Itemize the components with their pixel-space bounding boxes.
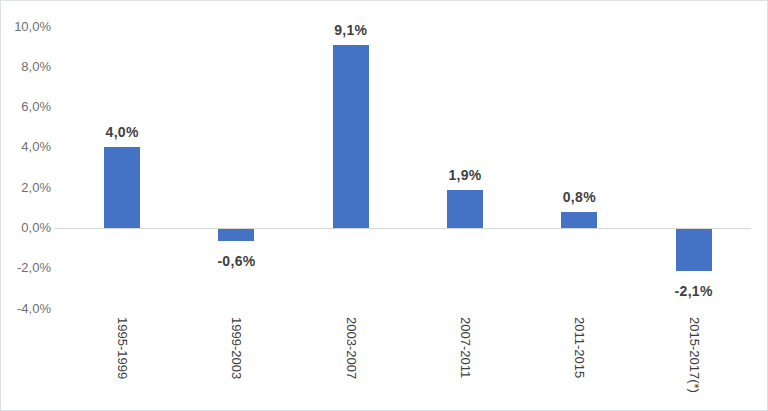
y-axis-tick-label: 4,0% bbox=[9, 138, 51, 156]
data-label: 1,9% bbox=[423, 166, 507, 184]
bar bbox=[218, 229, 254, 241]
bar-chart: 10,0% 8,0% 6,0% 4,0% 2,0% 0,0% -2,0% -4,0% 4,0% 1… bbox=[1, 1, 767, 410]
x-axis-line bbox=[55, 228, 751, 229]
y-axis-tick-label: 2,0% bbox=[9, 179, 51, 197]
x-axis-category-label: 2011-2015 bbox=[570, 317, 588, 378]
y-axis-tick-label: 10,0% bbox=[9, 18, 51, 36]
y-axis-tick-label: -4,0% bbox=[9, 300, 51, 318]
x-axis-category-label: 2003-2007 bbox=[342, 317, 360, 379]
bar bbox=[561, 212, 597, 228]
x-axis-category-label: 1995-1999 bbox=[113, 317, 131, 379]
bar bbox=[676, 229, 712, 271]
bar bbox=[333, 45, 369, 228]
data-label: 0,8% bbox=[537, 188, 621, 206]
x-axis-category-label: 2007-2011 bbox=[456, 317, 474, 378]
y-axis-tick-label: 8,0% bbox=[9, 58, 51, 76]
data-label: -2,1% bbox=[652, 282, 736, 300]
data-label: 4,0% bbox=[80, 123, 164, 141]
bar bbox=[104, 147, 140, 228]
y-axis-tick-label: -2,0% bbox=[9, 259, 51, 277]
y-axis-tick-label: 6,0% bbox=[9, 98, 51, 116]
chart-panel: 10,0% 8,0% 6,0% 4,0% 2,0% 0,0% -2,0% -4,0% 4,0% 1… bbox=[0, 0, 768, 411]
data-label: 9,1% bbox=[309, 21, 393, 39]
x-axis-category-label: 1999-2003 bbox=[227, 317, 245, 379]
data-label: -0,6% bbox=[194, 252, 278, 270]
bar bbox=[447, 190, 483, 228]
x-axis-category-label: 2015-2017(*) bbox=[685, 317, 703, 393]
y-axis-tick-label: 0,0% bbox=[9, 219, 51, 237]
